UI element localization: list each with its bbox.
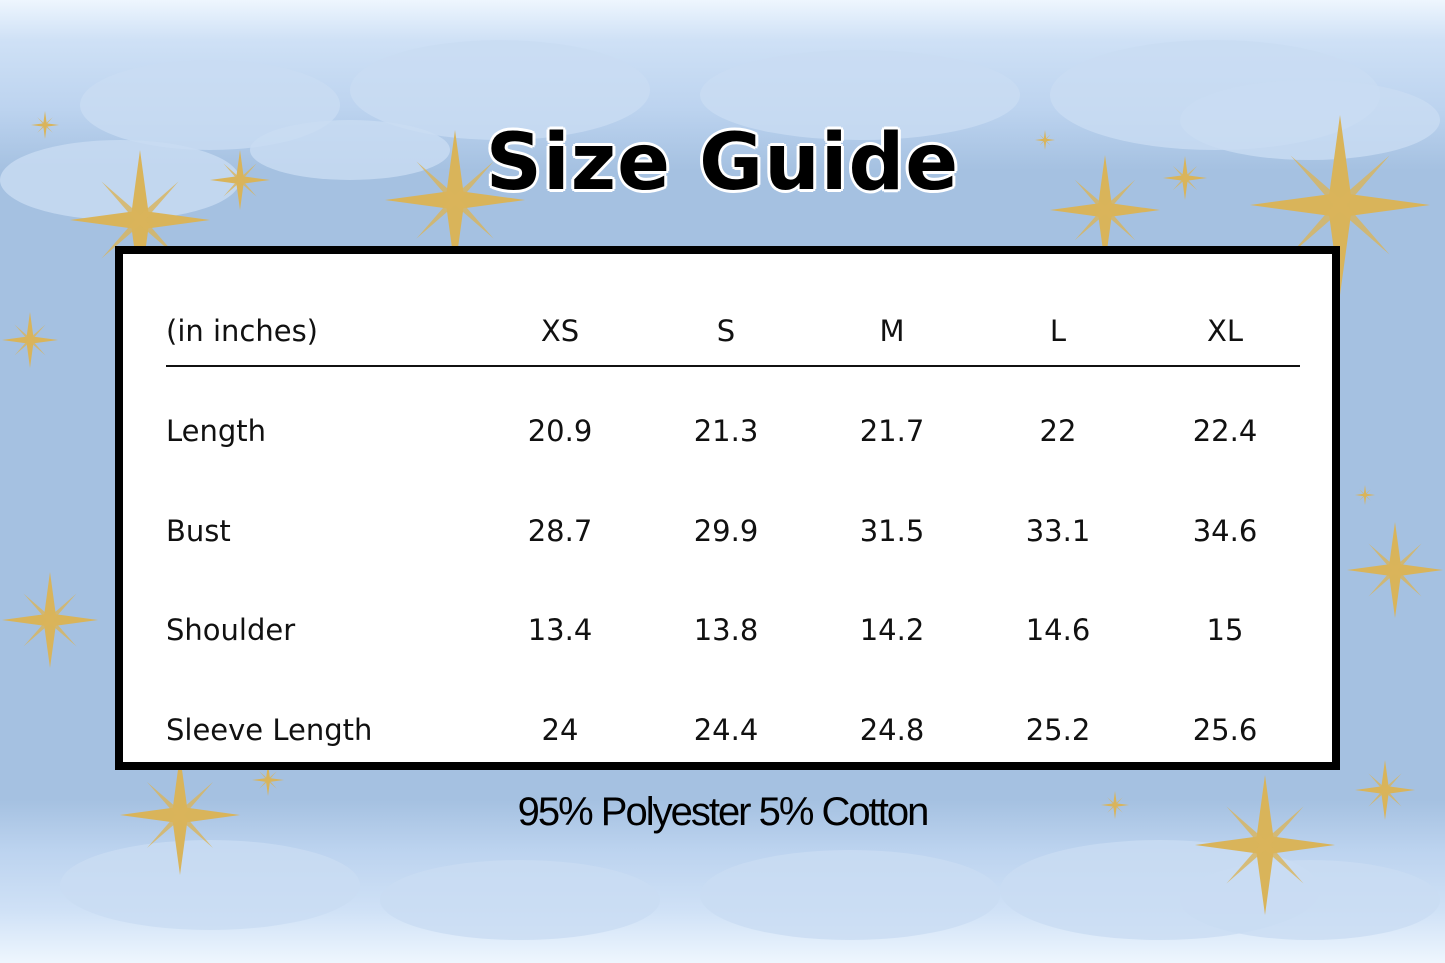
- measurement-cell: 28.7: [527, 514, 593, 548]
- measurement-cell: 24.4: [693, 713, 759, 747]
- row-label: Shoulder: [166, 613, 296, 647]
- size-header-s: S: [716, 314, 736, 348]
- measurement-cell: 22.4: [1192, 414, 1258, 448]
- gold-sparkle-icon: [70, 150, 210, 290]
- measurement-cell: 24: [541, 713, 579, 747]
- gold-sparkle-icon: [2, 312, 58, 368]
- cloud-shape: [1180, 80, 1440, 160]
- cloud-shape: [380, 860, 660, 940]
- measurement-cell: 20.9: [527, 414, 593, 448]
- measurement-cell: 14.6: [1025, 613, 1091, 647]
- gold-sparkle-icon: [210, 150, 270, 210]
- gold-sparkle-icon: [385, 130, 525, 270]
- unit-label: (in inches): [166, 314, 318, 348]
- gold-sparkle-icon: [1347, 522, 1443, 618]
- cloud-shape: [700, 850, 1000, 940]
- measurement-cell: 13.4: [527, 613, 593, 647]
- page-title: Size Guide: [485, 118, 960, 208]
- cloud-shape: [700, 50, 1020, 140]
- measurement-cell: 21.3: [693, 414, 759, 448]
- gold-sparkle-icon: [1050, 155, 1160, 265]
- row-label: Bust: [166, 514, 231, 548]
- measurement-cell: 22: [1039, 414, 1077, 448]
- gold-sparkle-icon: [1035, 130, 1055, 150]
- gold-sparkle-icon: [1355, 760, 1415, 820]
- gold-sparkle-icon: [2, 572, 98, 668]
- size-header-xs: XS: [540, 314, 580, 348]
- measurement-cell: 25.6: [1192, 713, 1258, 747]
- gold-sparkle-icon: [120, 755, 240, 875]
- size-table: (in inches) XS S M L XL Length 20.9 21.3 21.7 22 2…: [115, 246, 1340, 770]
- gold-sparkle-icon: [1101, 791, 1129, 819]
- measurement-cell: 24.8: [859, 713, 925, 747]
- measurement-cell: 31.5: [859, 514, 925, 548]
- gold-sparkle-icon: [252, 764, 284, 796]
- measurement-cell: 25.2: [1025, 713, 1091, 747]
- gold-sparkle-icon: [1195, 775, 1335, 915]
- measurement-cell: 13.8: [693, 613, 759, 647]
- cloud-shape: [60, 840, 360, 930]
- row-label: Length: [166, 414, 267, 448]
- gold-sparkle-icon: [1250, 115, 1430, 295]
- gold-sparkle-icon: [31, 111, 59, 139]
- measurement-cell: 14.2: [859, 613, 925, 647]
- header-divider: [166, 365, 1300, 367]
- gold-sparkle-icon: [1355, 485, 1375, 505]
- gold-sparkle-icon: [1163, 156, 1207, 200]
- size-header-l: L: [1049, 314, 1067, 348]
- measurement-cell: 29.9: [693, 514, 759, 548]
- measurement-cell: 15: [1206, 613, 1244, 647]
- measurement-cell: 21.7: [859, 414, 925, 448]
- cloud-shape: [250, 120, 450, 180]
- cloud-shape: [1180, 860, 1440, 940]
- cloud-shape: [0, 140, 240, 220]
- measurement-cell: 34.6: [1192, 514, 1258, 548]
- measurement-cell: 33.1: [1025, 514, 1091, 548]
- size-header-xl: XL: [1206, 314, 1244, 348]
- material-composition: 95% Polyester 5% Cotton: [517, 790, 930, 834]
- size-header-m: M: [879, 314, 905, 348]
- row-label: Sleeve Length: [166, 713, 373, 747]
